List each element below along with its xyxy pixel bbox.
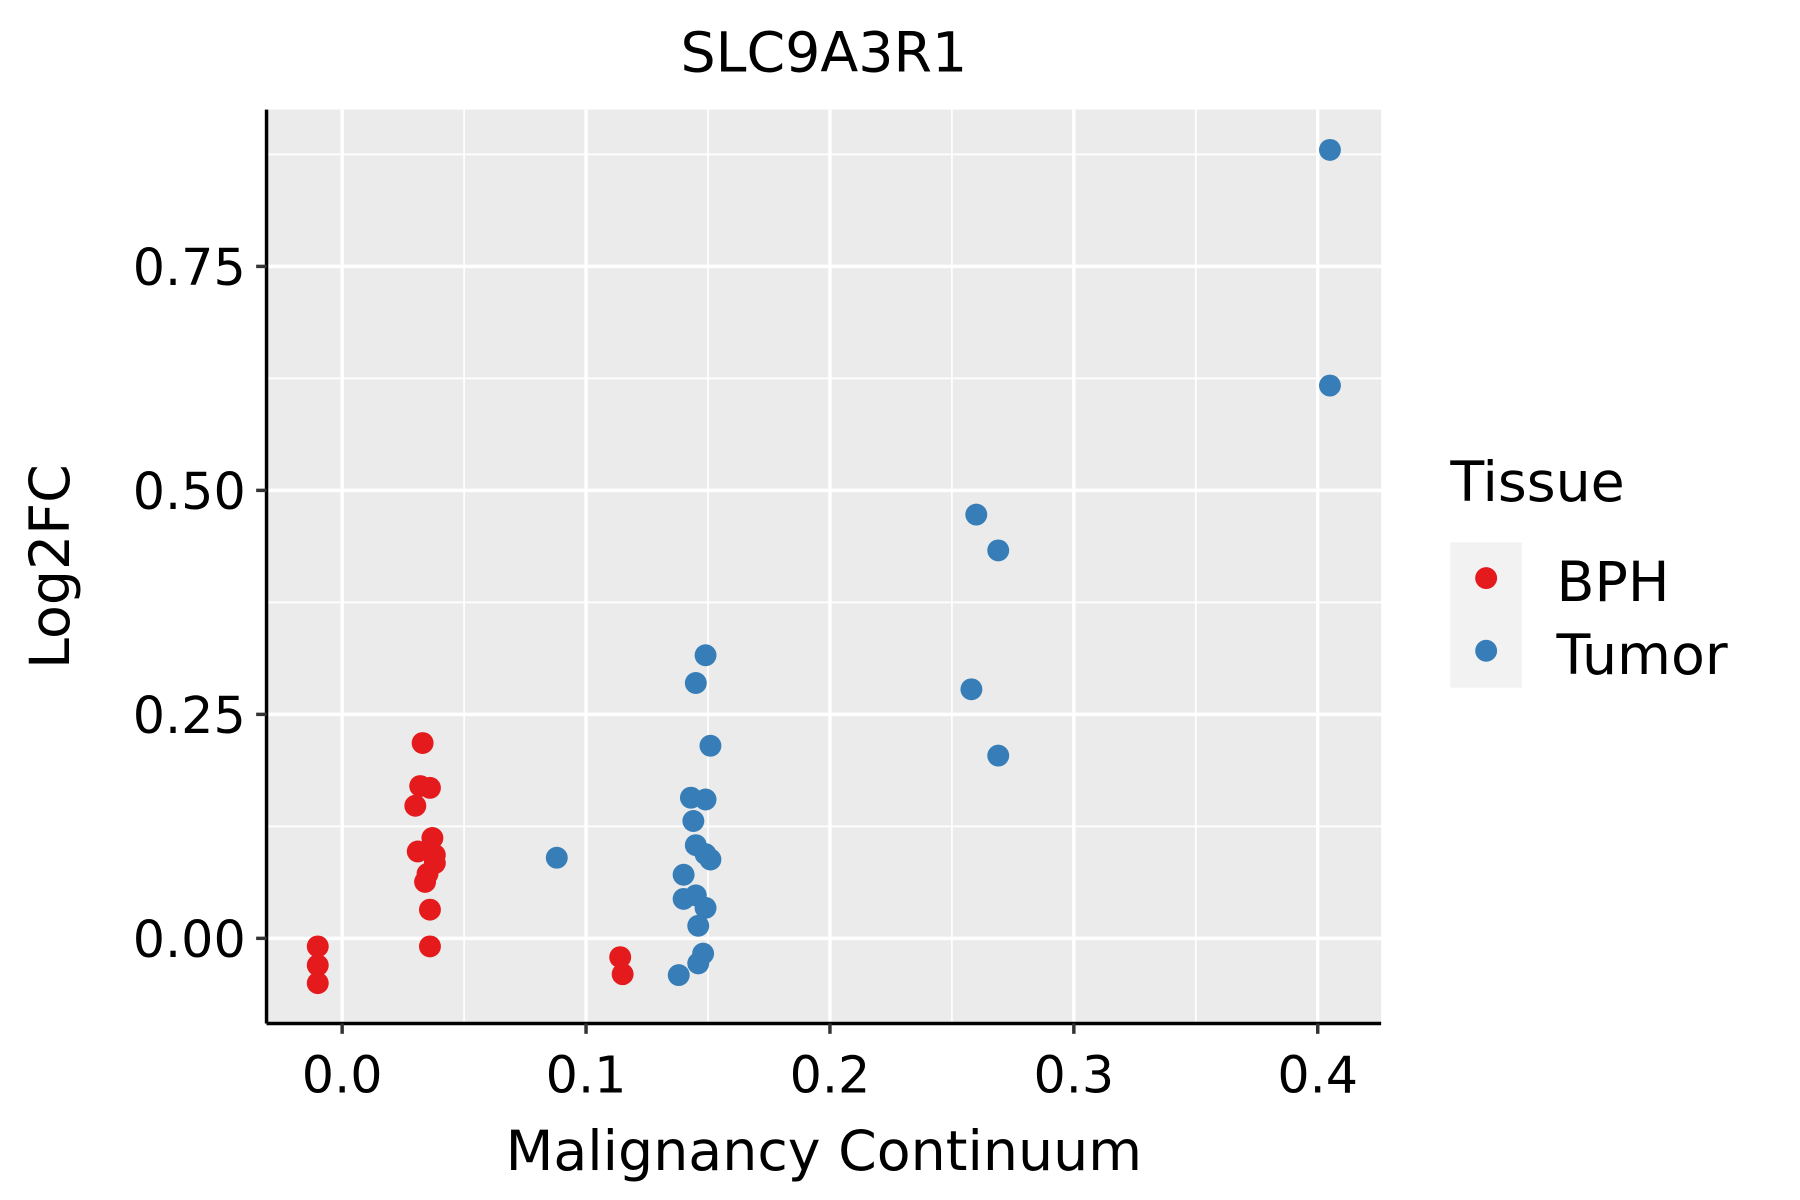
data-point-tumor [1318, 374, 1341, 397]
x-tick-label: 0.3 [1033, 1046, 1114, 1105]
x-tick-label: 0.4 [1277, 1046, 1358, 1105]
data-points [306, 138, 1341, 995]
data-point-tumor [987, 744, 1010, 767]
data-point-bph [418, 776, 441, 799]
data-point-tumor [965, 503, 988, 526]
data-point-tumor [987, 539, 1010, 562]
y-tick-label: 0.25 [133, 686, 246, 745]
data-point-bph [418, 898, 441, 921]
data-point-bph [411, 732, 434, 754]
legend-label-bph: BPH [1557, 551, 1670, 615]
chart-title: SLC9A3R1 [680, 22, 967, 86]
legend-label-tumor: Tumor [1556, 624, 1728, 688]
grid-lines [266, 109, 1382, 1024]
data-point-tumor [682, 810, 705, 832]
data-point-tumor [684, 672, 707, 694]
data-point-tumor [960, 678, 983, 701]
data-point-bph [611, 963, 634, 986]
y-tick-label: 0.00 [133, 910, 246, 969]
y-tick-label: 0.50 [133, 462, 246, 521]
x-axis-ticks: 0.0 0.1 0.2 0.3 0.4 [302, 1023, 1358, 1105]
y-tick-label: 0.75 [133, 238, 246, 297]
data-point-bph [306, 954, 329, 977]
legend-key-bph [1475, 567, 1498, 590]
data-point-tumor [1318, 138, 1341, 161]
data-point-tumor [699, 734, 722, 757]
y-axis-ticks: 0.00 0.25 0.50 0.75 [133, 238, 267, 969]
data-point-tumor [699, 848, 722, 871]
legend: Tissue BPH Tumor [1449, 451, 1727, 688]
data-point-bph [306, 972, 329, 995]
data-point-tumor [694, 644, 717, 667]
data-point-bph [404, 794, 427, 817]
x-tick-label: 0.1 [546, 1046, 627, 1105]
legend-keys-background [1450, 542, 1522, 688]
legend-title: Tissue [1449, 451, 1624, 515]
data-point-bph [306, 935, 329, 958]
x-tick-label: 0.0 [302, 1046, 383, 1105]
x-tick-label: 0.2 [790, 1046, 871, 1105]
data-point-tumor [545, 846, 568, 869]
data-point-tumor [694, 788, 717, 811]
data-point-tumor [667, 964, 690, 987]
data-point-bph [418, 935, 441, 958]
y-axis-label: Log2FC [19, 464, 83, 669]
data-point-tumor [687, 952, 710, 975]
data-point-bph [609, 946, 632, 969]
data-point-tumor [687, 914, 710, 937]
x-axis-label: Malignancy Continuum [506, 1120, 1143, 1184]
data-point-bph [414, 870, 437, 893]
data-point-tumor [694, 896, 717, 919]
data-point-tumor [672, 863, 695, 886]
legend-key-tumor [1475, 639, 1498, 662]
